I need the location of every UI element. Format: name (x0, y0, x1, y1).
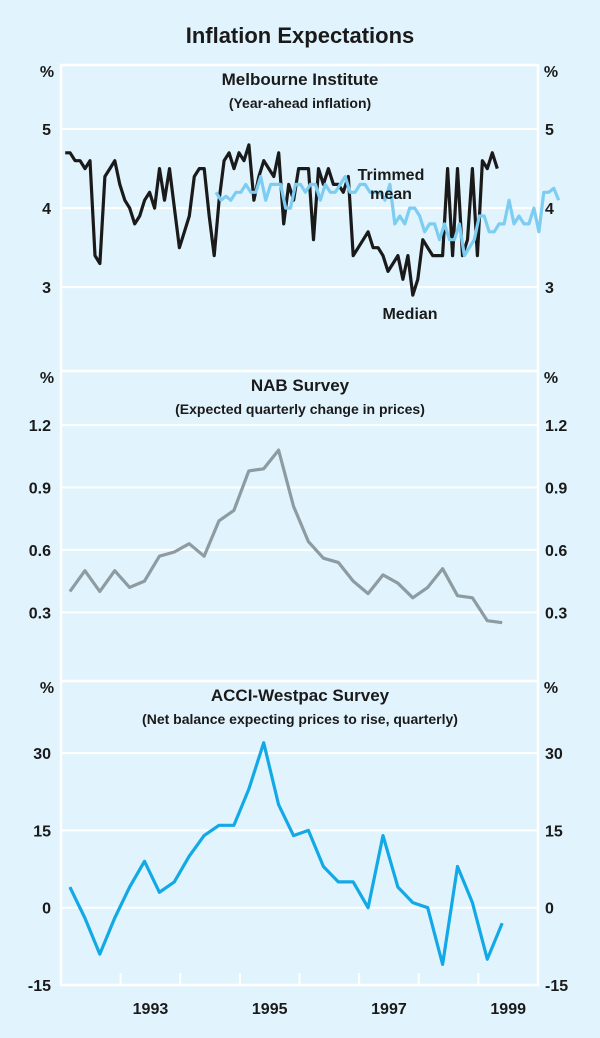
y-tick-label-right: 0.9 (545, 481, 567, 498)
plot-border (59, 63, 540, 987)
panel-title: Melbourne Institute (222, 70, 379, 89)
y-tick-label-right: 0.6 (545, 543, 567, 560)
x-tick-label: 1995 (252, 1001, 288, 1018)
y-tick-label-right: 4 (545, 201, 554, 218)
y-tick-label-left: 5 (42, 122, 51, 139)
y-tick-label-left: 4 (42, 201, 51, 218)
series-line-acci-westpac-net-balance (68, 741, 504, 967)
unit-label-left: % (40, 370, 54, 387)
panel-subtitle: (Expected quarterly change in prices) (175, 401, 425, 417)
panel-2: 0.3 0.3 0.6 0.6 0.9 0.9 1.2 1.2% % NAB Survey (Exp… (29, 369, 567, 625)
y-tick-label-right: 0 (545, 901, 554, 918)
y-tick-label-left: -15 (28, 978, 51, 995)
y-tick-label-right: 30 (545, 746, 563, 763)
series-line-nab-expected-quarterly-price-change (68, 448, 503, 625)
y-tick-label-right: 0.3 (545, 605, 567, 622)
series-line-trimmed-mean (214, 174, 561, 258)
y-tick-label-left: 0.6 (29, 543, 51, 560)
x-axis: 1993 1995 1997 1999 (119, 973, 526, 1018)
y-tick-label-left: 3 (42, 280, 51, 297)
panel-3: -15 -15 0 0 15 15 30 30% % ACCI-Westpac Survey (Ne… (28, 679, 568, 995)
unit-label-left: % (40, 680, 54, 697)
unit-label-right: % (544, 680, 558, 697)
unit-label-right: % (544, 370, 558, 387)
panel-title: NAB Survey (251, 376, 350, 395)
panel-subtitle: (Net balance expecting prices to rise, q… (142, 711, 458, 727)
panels: 3 3 4 4 5 5% % Melbourne Institute (Year-ahead i… (28, 64, 568, 995)
unit-label-right: % (544, 64, 558, 81)
annotation-median: Median (382, 306, 437, 323)
panel-1: 3 3 4 4 5 5% % Melbourne Institute (Year-ahead i… (40, 64, 561, 323)
y-tick-label-left: 30 (33, 746, 51, 763)
y-tick-label-right: -15 (545, 978, 568, 995)
y-tick-label-right: 3 (545, 280, 554, 297)
x-tick-label: 1997 (371, 1001, 407, 1018)
y-tick-label-left: 0.9 (29, 481, 51, 498)
y-tick-label-right: 5 (545, 122, 554, 139)
panel-subtitle: (Year-ahead inflation) (229, 95, 371, 111)
y-tick-label-left: 1.2 (29, 418, 51, 435)
annotation-trimmed-mean-line2: mean (370, 186, 412, 203)
y-tick-label-left: 15 (33, 823, 51, 840)
y-tick-label-right: 1.2 (545, 418, 567, 435)
x-tick-label: 1993 (133, 1001, 169, 1018)
chart-title: Inflation Expectations (186, 23, 415, 48)
unit-label-left: % (40, 64, 54, 81)
y-tick-label-left: 0.3 (29, 605, 51, 622)
x-tick-label: 1999 (490, 1001, 526, 1018)
chart-frame (59, 63, 540, 987)
y-tick-label-right: 15 (545, 823, 563, 840)
y-tick-label-left: 0 (42, 901, 51, 918)
series-line-median (65, 143, 499, 297)
panel-title: ACCI-Westpac Survey (211, 686, 390, 705)
annotation-trimmed-mean-line1: Trimmed (358, 167, 425, 184)
